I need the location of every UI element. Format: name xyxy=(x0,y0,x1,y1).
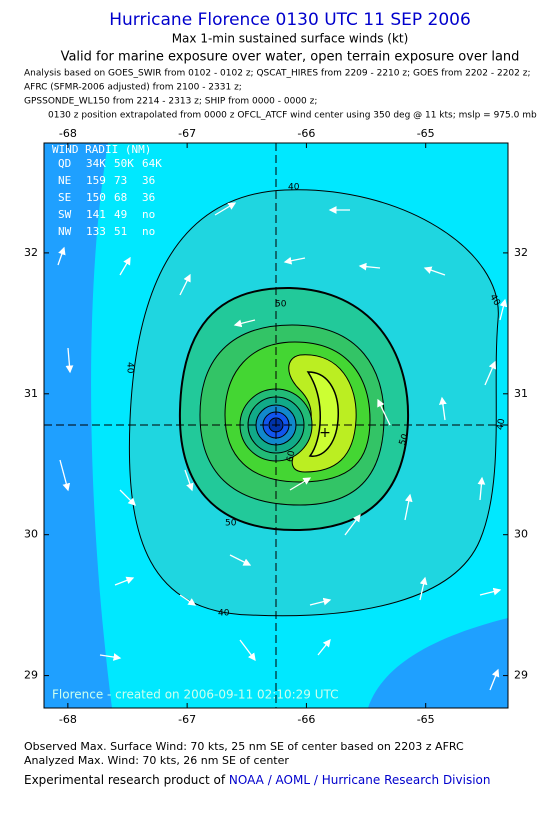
wind-radii-cell: 50K xyxy=(114,157,134,170)
contour-label: 60 xyxy=(286,450,298,463)
analysis-line: 0130 z position extrapolated from 0000 z… xyxy=(48,111,537,121)
wind-radii: WIND RADII (NM) QD 34K 50K 64K NE 159 73 36 SE 15… xyxy=(52,143,162,238)
watermark: Florence - created on 2006-09-11 02:10:2… xyxy=(52,688,339,702)
wind-radii-cell: 36 xyxy=(142,191,155,204)
wind-radii-cell: SE xyxy=(58,191,71,204)
wind-radii-cell: NW xyxy=(58,225,72,238)
analysis-line: GPSSONDE_WL150 from 2214 - 2313 z; SHIP … xyxy=(24,97,317,107)
contour-label: 50 xyxy=(398,432,411,446)
wind-field: + Florence - created on 2006-09-11 02:10… xyxy=(44,143,508,708)
y-tick-label: 31 xyxy=(514,387,528,400)
y-tick-label: 31 xyxy=(24,387,38,400)
wind-radii-cell: 150 xyxy=(86,191,106,204)
y-tick-label: 30 xyxy=(24,528,38,541)
subtitle: Max 1-min sustained surface winds (kt) xyxy=(172,32,409,46)
x-tick-label: -65 xyxy=(417,713,435,726)
title: Hurricane Florence 0130 UTC 11 SEP 2006 xyxy=(109,10,471,30)
x-tick-label: -66 xyxy=(297,127,315,140)
x-tick-label: -65 xyxy=(417,127,435,140)
wind-radii-cell: no xyxy=(142,208,155,221)
wind-radii-cell: 68 xyxy=(114,191,127,204)
x-tick-label: -68 xyxy=(59,127,77,140)
x-tick-label: -67 xyxy=(178,713,196,726)
analysis-line: AFRC (SFMR-2006 adjusted) from 2100 - 23… xyxy=(24,83,242,93)
wind-radii-cell: 73 xyxy=(114,174,127,187)
y-tick-label: 32 xyxy=(514,246,528,259)
wind-radii-cell: 34K xyxy=(86,157,106,170)
contour-label: 40 xyxy=(218,609,230,619)
wind-radii-cell: 36 xyxy=(142,174,155,187)
y-tick-label: 30 xyxy=(514,528,528,541)
wind-radii-cell: 51 xyxy=(114,225,127,238)
contour-label: 50 xyxy=(275,300,287,310)
wind-radii-title: WIND RADII (NM) xyxy=(52,143,151,156)
contour-label: 40 xyxy=(496,418,508,431)
contour-label: 40 xyxy=(288,183,300,193)
wind-radii-cell: SW xyxy=(58,208,72,221)
observed-max: Observed Max. Surface Wind: 70 kts, 25 n… xyxy=(24,740,464,753)
wind-radii-cell: NE xyxy=(58,174,71,187)
wind-radii-cell: 133 xyxy=(86,225,106,238)
wind-radii-cell: QD xyxy=(58,157,71,170)
y-tick-label: 29 xyxy=(24,669,38,682)
wind-radii-cell: 49 xyxy=(114,208,127,221)
wind-radii-cell: 141 xyxy=(86,208,106,221)
wind-radii-cell: 159 xyxy=(86,174,106,187)
credit-text: Experimental research product of xyxy=(24,773,229,787)
x-tick-label: -66 xyxy=(297,713,315,726)
y-tick-label: 29 xyxy=(514,669,528,682)
contour-label: 50 xyxy=(225,519,237,529)
plot-frame xyxy=(43,142,509,709)
wind-radii-cell: no xyxy=(142,225,155,238)
svg-text:+: + xyxy=(319,425,331,441)
y-tick-label: 32 xyxy=(24,246,38,259)
contour-label: 40 xyxy=(125,362,135,374)
credit: Experimental research product of NOAA / … xyxy=(24,773,490,787)
analysis-line: Analysis based on GOES_SWIR from 0102 - … xyxy=(24,69,531,79)
x-tick-label: -67 xyxy=(178,127,196,140)
validity: Valid for marine exposure over water, op… xyxy=(61,50,520,65)
analyzed-max: Analyzed Max. Wind: 70 kts, 26 nm SE of … xyxy=(24,754,289,767)
wind-radii-cell: 64K xyxy=(142,157,162,170)
link[interactable]: NOAA / AOML / Hurricane Research Divisio… xyxy=(229,773,491,787)
x-tick-label: -68 xyxy=(59,713,77,726)
